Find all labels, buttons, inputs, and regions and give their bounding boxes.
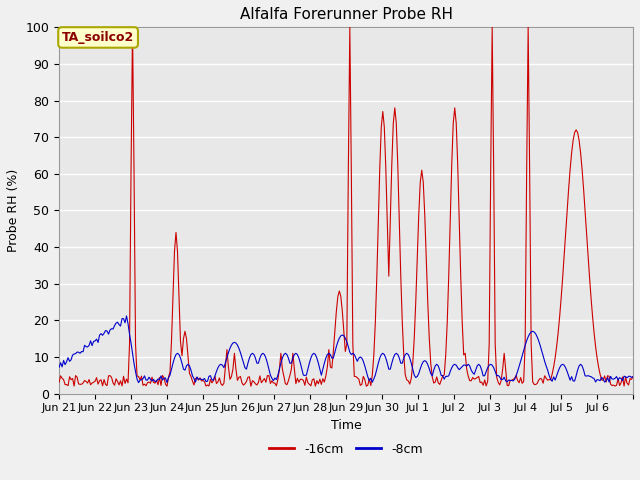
- Text: TA_soilco2: TA_soilco2: [62, 31, 134, 44]
- Y-axis label: Probe RH (%): Probe RH (%): [7, 169, 20, 252]
- X-axis label: Time: Time: [331, 419, 362, 432]
- Legend: -16cm, -8cm: -16cm, -8cm: [264, 438, 428, 461]
- Title: Alfalfa Forerunner Probe RH: Alfalfa Forerunner Probe RH: [239, 7, 452, 22]
